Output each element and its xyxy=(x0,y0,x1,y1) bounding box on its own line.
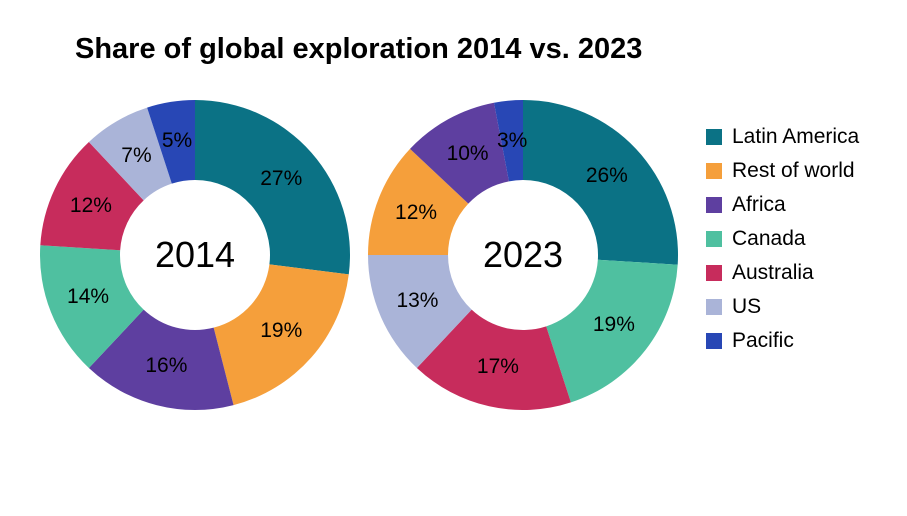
legend-item-africa: Africa xyxy=(706,193,859,217)
donut-center-label: 2023 xyxy=(483,234,563,276)
slice-label-canada: 14% xyxy=(67,285,109,309)
legend-item-pacific: Pacific xyxy=(706,329,859,353)
slice-label-australia: 17% xyxy=(477,355,519,379)
slice-label-australia: 12% xyxy=(70,194,112,218)
slice-label-latin_america: 26% xyxy=(586,164,628,188)
slice-label-latin_america: 27% xyxy=(260,167,302,191)
slice-label-africa: 16% xyxy=(145,354,187,378)
legend-swatch-australia xyxy=(706,265,722,281)
legend-item-latin_america: Latin America xyxy=(706,125,859,149)
slice-label-us: 7% xyxy=(121,144,151,168)
slice-label-us: 13% xyxy=(396,289,438,313)
legend-label: Africa xyxy=(732,193,786,217)
legend-label: Australia xyxy=(732,261,814,285)
slice-label-rest_of_world: 12% xyxy=(395,201,437,225)
legend-label: US xyxy=(732,295,761,319)
chart-area: 2014 27% 19% 16% 14% 12% 7% 5% 2023 26% 19% 17% 1… xyxy=(40,100,859,410)
slice-label-pacific: 5% xyxy=(162,129,192,153)
slice-label-rest_of_world: 19% xyxy=(260,319,302,343)
legend-item-australia: Australia xyxy=(706,261,859,285)
legend-swatch-latin_america xyxy=(706,129,722,145)
donut-chart-2023: 2023 26% 19% 17% 13% 12% 10% 3% xyxy=(368,100,678,410)
legend-swatch-rest_of_world xyxy=(706,163,722,179)
legend-label: Rest of world xyxy=(732,159,855,183)
legend-swatch-africa xyxy=(706,197,722,213)
legend-swatch-canada xyxy=(706,231,722,247)
legend-swatch-us xyxy=(706,299,722,315)
legend-label: Latin America xyxy=(732,125,859,149)
chart-title: Share of global exploration 2014 vs. 202… xyxy=(75,33,642,66)
donut-center-label: 2014 xyxy=(155,234,235,276)
legend-item-us: US xyxy=(706,295,859,319)
legend-swatch-pacific xyxy=(706,333,722,349)
slice-label-canada: 19% xyxy=(593,313,635,337)
legend-label: Canada xyxy=(732,227,806,251)
legend-item-canada: Canada xyxy=(706,227,859,251)
slice-label-pacific: 3% xyxy=(497,129,527,153)
donut-chart-2014: 2014 27% 19% 16% 14% 12% 7% 5% xyxy=(40,100,350,410)
slice-label-africa: 10% xyxy=(447,142,489,166)
legend-label: Pacific xyxy=(732,329,794,353)
legend: Latin America Rest of world Africa Canada Au… xyxy=(706,125,859,353)
legend-item-rest_of_world: Rest of world xyxy=(706,159,859,183)
